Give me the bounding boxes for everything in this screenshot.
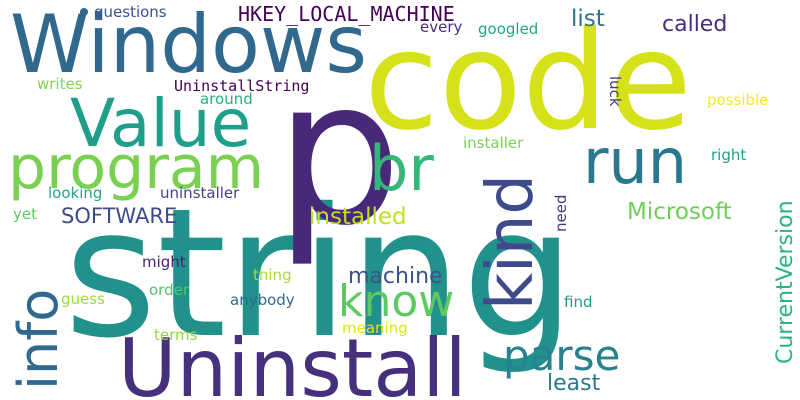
word-need: need — [552, 195, 570, 233]
word-find: find — [564, 293, 592, 311]
word-uninstallstring: UninstallString — [174, 77, 309, 95]
word-luck: luck — [606, 76, 624, 107]
word-uninstaller: uninstaller — [160, 184, 240, 202]
word-guess: guess — [61, 290, 105, 308]
word-might: might — [142, 253, 186, 271]
word-right: right — [711, 146, 746, 164]
word-yet: yet — [13, 205, 37, 223]
word-anybody: anybody — [230, 291, 295, 309]
word-code: code — [364, 3, 692, 161]
word-hkey: HKEY_LOCAL_MACHINE — [238, 2, 455, 26]
word-know: know — [338, 276, 454, 327]
word-parse: parse — [503, 331, 620, 380]
word-microsoft: Microsoft — [627, 199, 732, 225]
word-currentversion: CurrentVersion — [773, 200, 798, 364]
word-software: SOFTWARE — [61, 204, 177, 228]
word-called: called — [662, 12, 727, 37]
word-terms: terms — [154, 326, 198, 344]
word-writes: writes — [37, 75, 83, 93]
word-run: run — [583, 125, 687, 198]
word-info: info — [7, 289, 70, 390]
word-kind: kind — [474, 174, 548, 310]
word-uninstall: Uninstall — [118, 322, 467, 400]
word-meaning: meaning — [342, 319, 408, 337]
word-order: order — [149, 281, 190, 299]
word-list: list — [571, 6, 605, 32]
dot-mark — [80, 8, 88, 16]
word-questions: questions — [94, 3, 167, 21]
word-program: program — [8, 133, 264, 203]
word-thing: thing — [253, 266, 292, 284]
word-p: p — [275, 37, 402, 270]
word-around: around — [200, 90, 253, 108]
word-machine: machine — [348, 264, 443, 289]
word-every: every — [420, 18, 463, 36]
word-string: string — [64, 170, 575, 377]
word-value: Value — [70, 85, 251, 162]
word-br: br — [369, 132, 434, 205]
word-least: least — [547, 371, 601, 396]
word-installed: installed — [309, 204, 407, 230]
word-possible: possible — [707, 91, 768, 109]
word-windows: Windows — [10, 0, 367, 91]
word-googled: googled — [478, 20, 538, 38]
word-looking: looking — [48, 184, 102, 202]
word-installer: installer — [463, 134, 524, 152]
